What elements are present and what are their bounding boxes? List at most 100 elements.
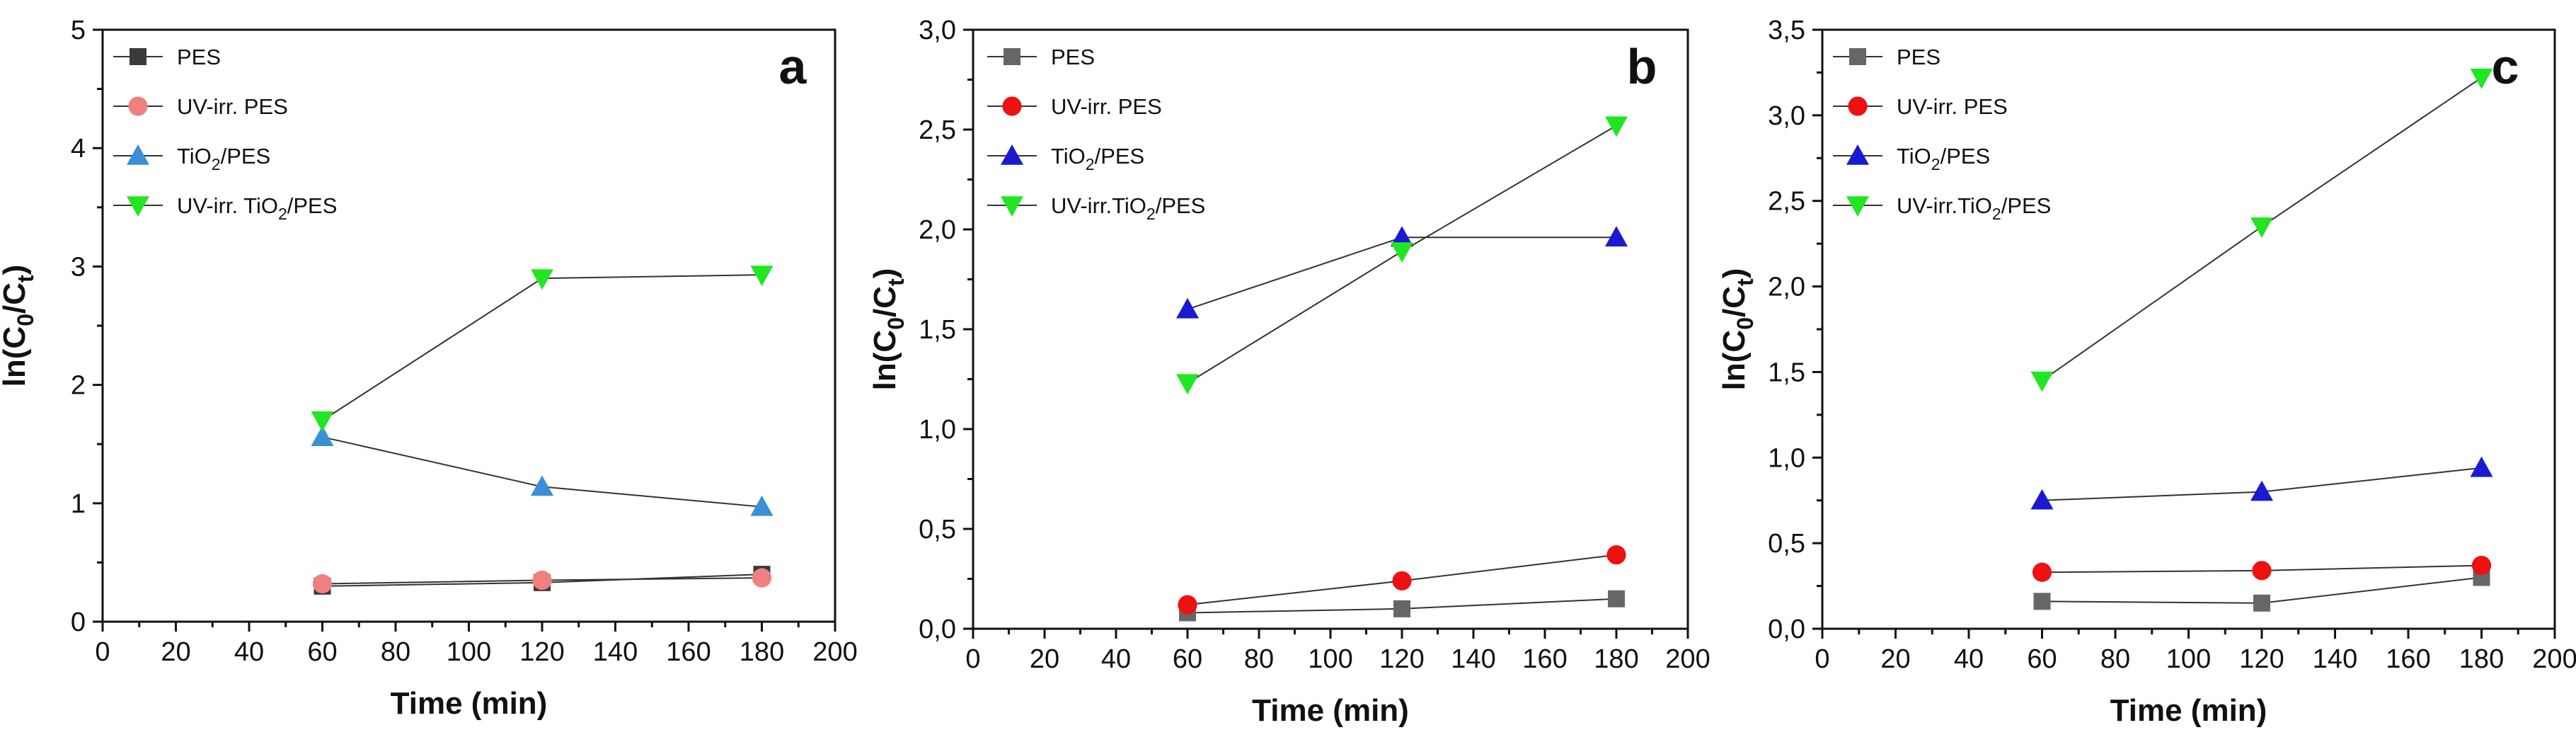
x-tick-label: 100 xyxy=(447,637,491,667)
legend-label: UV-irr. PES xyxy=(1897,94,2008,119)
legend-entry: UV-irr.TiO2/PES xyxy=(987,193,1205,223)
x-tick-label: 200 xyxy=(812,637,857,667)
x-tick-label: 60 xyxy=(2027,644,2057,674)
y-tick-label: 2,5 xyxy=(1768,187,1805,217)
data-point xyxy=(2470,456,2493,477)
y-tick-label: 4 xyxy=(71,134,86,164)
y-tick-label: 0,0 xyxy=(1768,615,1805,644)
x-tick-label: 180 xyxy=(1594,644,1638,674)
y-tick-label: 2,5 xyxy=(919,115,956,145)
x-tick-label: 20 xyxy=(1880,644,1910,674)
legend-marker xyxy=(1849,48,1866,65)
data-point xyxy=(1392,571,1412,591)
series-uv-irr-tio2-pes xyxy=(2030,68,2493,392)
series-uv-irr-pes xyxy=(312,568,772,594)
data-point xyxy=(532,570,552,591)
legend-label: TiO2/PES xyxy=(177,144,270,173)
x-tick-label: 40 xyxy=(1954,644,1984,674)
legend-marker xyxy=(127,196,149,217)
x-tick-label: 60 xyxy=(1173,644,1202,674)
legend-label: PES xyxy=(1897,45,1940,69)
x-tick-label: 20 xyxy=(161,637,190,667)
x-tick-label: 120 xyxy=(2239,644,2284,674)
x-tick-label: 160 xyxy=(2386,644,2430,674)
data-point xyxy=(1393,600,1410,617)
x-tick-label: 140 xyxy=(2313,644,2357,674)
y-tick-label: 0,5 xyxy=(1768,529,1805,559)
data-point xyxy=(752,568,772,588)
y-tick-label: 3,0 xyxy=(919,16,956,45)
data-point xyxy=(2250,217,2273,238)
legend-label: PES xyxy=(177,45,221,69)
legend-label: PES xyxy=(1051,45,1095,69)
series-tio2-pes xyxy=(1176,226,1628,319)
x-tick-label: 60 xyxy=(307,637,337,667)
y-tick-label: 3,0 xyxy=(1768,101,1805,131)
x-tick-label: 200 xyxy=(1665,644,1710,674)
data-point xyxy=(2252,561,2272,581)
legend-entry: PES xyxy=(1833,45,1940,69)
legend-entry: PES xyxy=(987,45,1095,69)
series-uv-irr-tio2-pes xyxy=(1176,116,1628,395)
series-tio2-pes xyxy=(2030,456,2493,510)
x-tick-label: 160 xyxy=(666,637,711,667)
legend-marker xyxy=(1002,96,1022,116)
series-uv-irr-pes xyxy=(1178,545,1626,615)
legend-label: UV-irr.TiO2/PES xyxy=(1051,193,1205,223)
y-tick-label: 2,0 xyxy=(1768,273,1805,302)
data-point xyxy=(2032,562,2052,582)
y-tick-label: 0,5 xyxy=(919,515,956,544)
legend-label: UV-irr. PES xyxy=(177,94,288,119)
series-pes xyxy=(2033,569,2490,612)
panel-letter: b xyxy=(1627,39,1657,94)
legend-label: UV-irr. TiO2/PES xyxy=(177,193,337,223)
legend-marker xyxy=(1846,144,1869,165)
legend-label: TiO2/PES xyxy=(1051,144,1144,173)
x-tick-label: 140 xyxy=(593,637,638,667)
data-point xyxy=(531,475,553,496)
x-tick-label: 0 xyxy=(965,644,980,674)
y-tick-label: 1,5 xyxy=(1768,358,1805,387)
legend-marker xyxy=(1004,48,1020,65)
data-point xyxy=(2471,555,2492,576)
data-point xyxy=(1391,242,1413,263)
legend-label: UV-irr.TiO2/PES xyxy=(1897,193,2051,223)
legend-label: TiO2/PES xyxy=(1897,144,1990,173)
y-tick-label: 2,0 xyxy=(919,215,956,245)
series-pes xyxy=(1179,590,1625,622)
x-tick-label: 180 xyxy=(2459,644,2504,674)
legend-entry: UV-irr.TiO2/PES xyxy=(1833,193,2051,223)
legend-marker xyxy=(130,48,146,65)
x-tick-label: 180 xyxy=(740,637,784,667)
data-point xyxy=(2470,68,2493,89)
data-point xyxy=(311,426,334,446)
y-tick-label: 0 xyxy=(71,608,86,637)
plot-frame xyxy=(1821,28,2556,630)
y-tick-label: 1,5 xyxy=(919,315,956,345)
x-axis-title: Time (min) xyxy=(1252,693,1409,728)
legend-entry: UV-irr. PES xyxy=(1833,94,2008,119)
panel-letter: c xyxy=(2492,39,2519,94)
y-tick-label: 2 xyxy=(71,371,86,401)
y-tick-label: 0,0 xyxy=(919,615,956,644)
series-uv-irr-tio2-pes xyxy=(311,266,774,432)
y-tick-label: 1 xyxy=(71,489,86,519)
y-tick-label: 1,0 xyxy=(919,415,956,445)
panel-b: 0 20 40 60 80 100 120 140 160 180 200 0,0 0,5 1,0 1,5 2… xyxy=(868,16,1710,728)
data-point xyxy=(1391,226,1413,247)
legend-entry: UV-irr. PES xyxy=(987,94,1162,119)
x-tick-label: 20 xyxy=(1030,644,1059,674)
series-line xyxy=(321,274,762,421)
y-axis-title: ln(C0/Ct) xyxy=(0,265,38,387)
panel-letter: a xyxy=(779,39,807,94)
legend-marker xyxy=(1848,96,1868,116)
y-tick-label: 3,5 xyxy=(1768,16,1805,45)
x-tick-label: 40 xyxy=(234,637,264,667)
data-point xyxy=(1176,374,1199,395)
x-axis-title: Time (min) xyxy=(2110,693,2267,728)
y-axis-title: ln(C0/Ct) xyxy=(868,268,909,391)
x-tick-label: 80 xyxy=(1244,644,1274,674)
data-point xyxy=(2030,371,2054,392)
legend-marker xyxy=(127,144,149,165)
